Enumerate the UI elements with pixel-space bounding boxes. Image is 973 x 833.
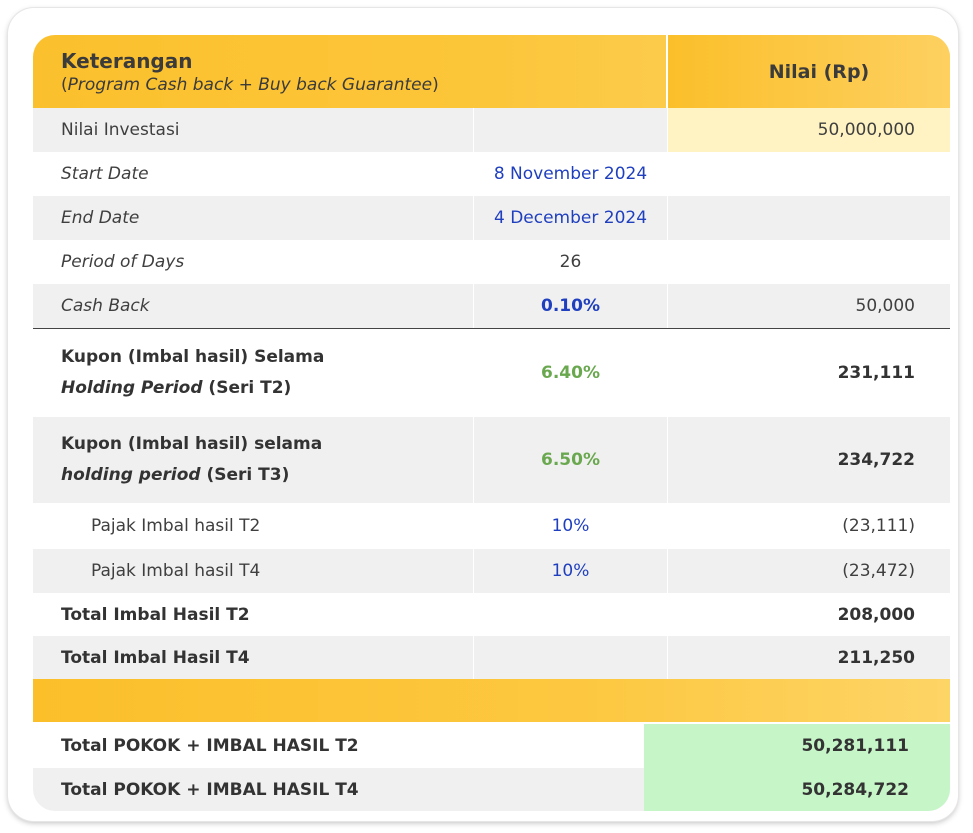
row-value: 231,111 (837, 363, 915, 383)
header-subtitle: (Program Cash back + Buy back Guarantee) (61, 75, 439, 95)
row-label-italic: holding period (61, 465, 201, 485)
table-header: Keterangan (Program Cash back + Buy back… (33, 35, 950, 108)
row-label: Kupon (Imbal hasil) selama holding perio… (33, 417, 473, 503)
table-row: Total Imbal Hasil T4 211,250 (33, 636, 950, 679)
separator-bar (33, 679, 950, 722)
row-label: Total POKOK + IMBAL HASIL T2 (61, 736, 359, 756)
row-label-rest: (Seri T2) (202, 378, 292, 398)
row-mid (473, 636, 668, 679)
row-mid: 26 (473, 240, 668, 284)
row-label-line1: Kupon (Imbal hasil) selama (61, 434, 323, 454)
row-label: Pajak Imbal hasil T2 (91, 516, 261, 536)
header-title: Keterangan (61, 48, 193, 73)
table-row: Kupon (Imbal hasil) selama holding perio… (33, 417, 950, 503)
table-row: Cash Back 0.10% 50,000 (33, 284, 950, 328)
row-mid: 4 December 2024 (473, 196, 668, 240)
row-label: Total Imbal Hasil T4 (61, 647, 250, 668)
row-value (668, 196, 950, 240)
row-mid: 10% (473, 503, 668, 549)
row-label-italic: Holding Period (61, 378, 203, 398)
row-label: Nilai Investasi (61, 120, 180, 140)
row-value: (23,111) (842, 516, 915, 536)
table-row: Period of Days 26 (33, 240, 950, 284)
row-value: 50,000 (855, 296, 915, 316)
row-value: 234,722 (837, 450, 915, 470)
row-label: Kupon (Imbal hasil) Selama Holding Perio… (33, 329, 473, 417)
row-mid (473, 108, 668, 152)
table-row: Total POKOK + IMBAL HASIL T2 50,281,111 (33, 724, 950, 768)
header-keterangan: Keterangan (Program Cash back + Buy back… (33, 35, 666, 108)
subtitle-text: Program Cash back + Buy back Guarantee (67, 74, 433, 95)
row-value: 50,000,000 (668, 108, 950, 152)
row-value: 50,281,111 (644, 724, 950, 768)
row-label: Total POKOK + IMBAL HASIL T4 (61, 779, 359, 800)
row-label-line2: Holding Period (Seri T2) (61, 373, 291, 404)
row-value (668, 152, 950, 196)
row-label-line2: holding period (Seri T3) (61, 460, 289, 491)
table-row: Total POKOK + IMBAL HASIL T4 50,284,722 (33, 768, 950, 811)
row-label: Start Date (61, 164, 149, 184)
row-value (668, 240, 950, 284)
section-divider (33, 328, 950, 329)
table-row: Pajak Imbal hasil T2 10% (23,111) (33, 503, 950, 549)
investment-table: Keterangan (Program Cash back + Buy back… (33, 35, 950, 811)
row-mid: 8 November 2024 (473, 152, 668, 196)
row-mid: 6.50% (473, 417, 668, 503)
table-row: End Date 4 December 2024 (33, 196, 950, 240)
row-label: Total Imbal Hasil T2 (61, 604, 250, 625)
header-nilai: Nilai (Rp) (666, 35, 950, 108)
table-row: Total Imbal Hasil T2 208,000 (33, 593, 950, 636)
table-row: Nilai Investasi 50,000,000 (33, 108, 950, 152)
row-label: Period of Days (61, 252, 185, 272)
row-label: Cash Back (61, 296, 150, 316)
row-value: 50,284,722 (644, 768, 950, 811)
table-row: Pajak Imbal hasil T4 10% (23,472) (33, 549, 950, 593)
header-nilai-label: Nilai (Rp) (768, 60, 870, 83)
row-mid (473, 593, 668, 636)
table-row: Start Date 8 November 2024 (33, 152, 950, 196)
row-label: End Date (61, 208, 140, 228)
row-value: (23,472) (842, 561, 915, 581)
row-value: 211,250 (837, 647, 915, 668)
row-label: Pajak Imbal hasil T4 (91, 561, 261, 581)
row-label-line1: Kupon (Imbal hasil) Selama (61, 347, 325, 367)
subtitle-open: ( (61, 74, 68, 95)
row-mid: 10% (473, 549, 668, 593)
table-row: Kupon (Imbal hasil) Selama Holding Perio… (33, 329, 950, 417)
row-mid: 0.10% (473, 284, 668, 328)
row-mid: 6.40% (473, 329, 668, 417)
card-frame: Keterangan (Program Cash back + Buy back… (8, 8, 958, 821)
subtitle-close: ) (432, 74, 439, 95)
row-value: 208,000 (837, 604, 915, 625)
row-label-rest: (Seri T3) (200, 465, 290, 485)
